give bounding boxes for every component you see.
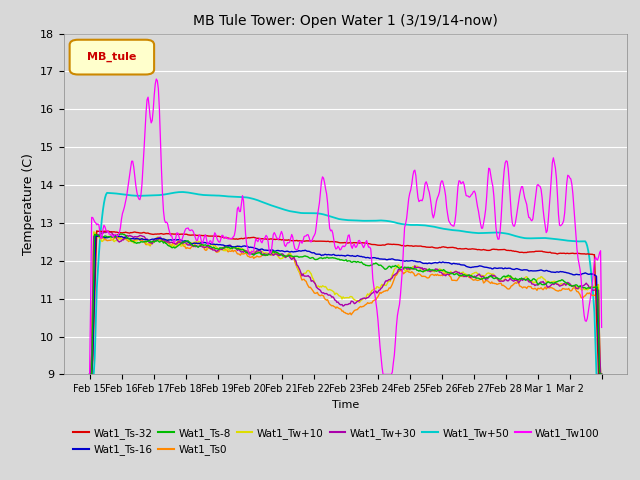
Wat1_Tw+50 [178,189,186,195]
Line: Wat1_Ts-16: Wat1_Ts-16 [90,236,602,374]
Wat1_Ts0 [86,372,93,377]
Wat1_Tw+10 [598,372,605,377]
Wat1_Tw+30 [506,275,514,281]
Line: Wat1_Tw+50: Wat1_Tw+50 [90,192,602,374]
Wat1_Tw+50 [86,372,93,377]
Wat1_Ts-32 [86,372,93,377]
Wat1_Tw+10 [330,289,338,295]
Wat1_Tw+10 [586,285,594,290]
Wat1_Tw100 [392,339,399,345]
Wat1_Ts-16 [392,257,399,263]
Wat1_Ts-16 [330,252,338,257]
Line: Wat1_Ts0: Wat1_Ts0 [90,236,602,374]
Wat1_Ts-8 [118,231,126,237]
Line: Wat1_Tw+30: Wat1_Tw+30 [90,231,602,374]
Wat1_Ts-8 [586,285,594,291]
Wat1_Ts-8 [333,256,340,262]
Wat1_Tw+50 [598,372,605,377]
Wat1_Ts-32 [586,252,594,257]
Wat1_Ts-8 [86,372,93,377]
Wat1_Ts0 [586,291,594,297]
Wat1_Ts-8 [598,372,605,377]
Wat1_Ts-16 [364,254,371,260]
FancyBboxPatch shape [70,40,154,74]
Wat1_Ts-32 [93,228,100,234]
Wat1_Tw+10 [392,265,399,271]
Line: Wat1_Tw100: Wat1_Tw100 [90,79,602,374]
Wat1_Ts-16 [506,265,514,271]
Wat1_Tw+50 [333,216,340,221]
Wat1_Ts-8 [330,255,338,261]
Wat1_Ts-8 [506,273,514,279]
Wat1_Tw100 [333,246,340,252]
Wat1_Ts-32 [330,239,338,245]
Wat1_Tw100 [598,324,605,330]
Wat1_Tw+50 [586,262,594,268]
Wat1_Ts0 [93,233,100,239]
Wat1_Ts-16 [586,271,594,277]
Wat1_Tw+30 [598,372,605,377]
Wat1_Tw+10 [364,291,371,297]
Wat1_Tw100 [152,76,160,82]
Wat1_Ts-32 [392,241,399,247]
Wat1_Tw+30 [392,271,399,277]
Wat1_Tw100 [586,295,594,301]
Wat1_Tw+10 [86,372,93,377]
Wat1_Tw100 [86,372,93,377]
Wat1_Tw+30 [104,228,112,234]
Wat1_Ts0 [598,372,605,377]
Title: MB Tule Tower: Open Water 1 (3/19/14-now): MB Tule Tower: Open Water 1 (3/19/14-now… [193,14,498,28]
Wat1_Ts-8 [364,263,371,268]
Wat1_Ts-32 [506,248,514,253]
Wat1_Ts-16 [92,233,100,239]
Line: Wat1_Ts-8: Wat1_Ts-8 [90,234,602,374]
Wat1_Tw+50 [364,218,371,224]
Wat1_Ts-16 [333,252,340,258]
Wat1_Ts0 [392,273,399,278]
Wat1_Tw+50 [330,215,338,220]
Wat1_Tw+30 [586,285,594,290]
Wat1_Ts-32 [364,240,371,246]
Wat1_Ts0 [333,304,340,310]
Wat1_Ts-16 [86,372,93,377]
Text: MB_tule: MB_tule [87,52,136,62]
Wat1_Ts-16 [598,372,605,377]
Wat1_Tw+10 [333,290,340,296]
Wat1_Ts-8 [392,263,399,268]
Y-axis label: Temperature (C): Temperature (C) [22,153,35,255]
Wat1_Tw+30 [330,295,338,301]
Wat1_Ts0 [506,285,514,291]
Wat1_Tw+10 [506,274,514,280]
Wat1_Ts-32 [598,372,605,377]
Wat1_Tw+30 [333,300,340,305]
Wat1_Ts0 [364,300,371,306]
Wat1_Tw+30 [86,372,93,377]
Wat1_Tw+50 [392,220,399,226]
X-axis label: Time: Time [332,400,359,409]
Line: Wat1_Tw+10: Wat1_Tw+10 [90,232,602,374]
Wat1_Tw100 [506,196,514,202]
Wat1_Tw100 [330,237,338,242]
Wat1_Ts-32 [333,239,340,245]
Wat1_Tw+50 [506,231,514,237]
Line: Wat1_Ts-32: Wat1_Ts-32 [90,231,602,374]
Wat1_Tw+10 [90,229,97,235]
Wat1_Tw100 [364,241,371,247]
Wat1_Ts0 [330,303,338,309]
Wat1_Tw+30 [364,295,371,300]
Legend: Wat1_Ts-32, Wat1_Ts-16, Wat1_Ts-8, Wat1_Ts0, Wat1_Tw+10, Wat1_Tw+30, Wat1_Tw+50,: Wat1_Ts-32, Wat1_Ts-16, Wat1_Ts-8, Wat1_… [69,424,604,459]
